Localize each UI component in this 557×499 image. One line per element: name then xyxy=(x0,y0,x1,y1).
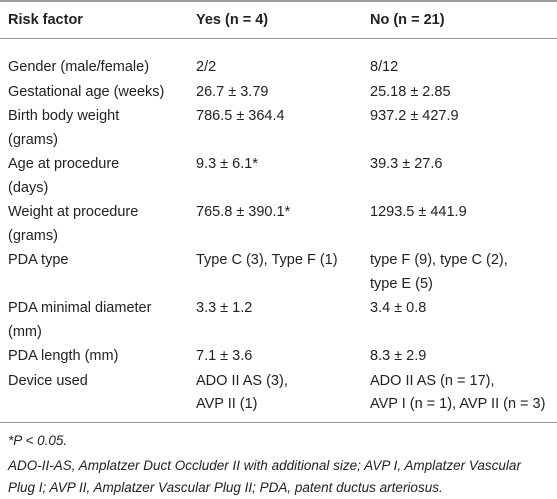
table-cell: 8/12 xyxy=(362,39,557,81)
table-row: Device used ADO II AS (3), AVP II (1) ADO I… xyxy=(0,369,557,423)
table-body: Gender (male/female) 2/2 8/12 Gestational a… xyxy=(0,39,557,423)
table-cell: Birth body weight (grams) xyxy=(0,105,188,153)
table-row: Gender (male/female) 2/2 8/12 xyxy=(0,39,557,81)
table-cell: 1293.5 ± 441.9 xyxy=(362,201,557,249)
header-row: Risk factor Yes (n = 4) No (n = 21) xyxy=(0,0,557,39)
table-row: Gestational age (weeks) 26.7 ± 3.79 25.18 … xyxy=(0,80,557,105)
cell-line: Gender (male/female) xyxy=(8,59,150,75)
cell-line: ADO II AS (3), xyxy=(196,372,288,389)
header-cell: Yes (n = 4) xyxy=(188,0,362,39)
table-cell: Age at procedure (days) xyxy=(0,153,188,201)
table-cell: Gender (male/female) xyxy=(0,39,188,81)
cell-line: 26.7 ± 3.79 xyxy=(196,83,269,100)
table-cell: ADO II AS (n = 17), AVP I (n = 1), AVP II… xyxy=(362,369,557,423)
cell-line: PDA minimal diameter xyxy=(8,300,152,316)
cell-line: (grams) xyxy=(8,131,58,148)
table-cell: 8.3 ± 2.9 xyxy=(362,345,557,370)
table-cell: ADO II AS (3), AVP II (1) xyxy=(188,369,362,423)
cell-line: 8.3 ± 2.9 xyxy=(370,348,427,364)
table-cell: PDA type xyxy=(0,249,188,297)
cell-line: (mm) xyxy=(8,323,42,340)
table-cell: 7.1 ± 3.6 xyxy=(188,345,362,370)
cell-line: PDA length (mm) xyxy=(8,348,119,364)
table-cell: 3.4 ± 0.8 xyxy=(362,297,557,345)
risk-table: Risk factor Yes (n = 4) No (n = 21) Gend… xyxy=(0,0,557,423)
table-cell: 2/2 xyxy=(188,39,362,81)
cell-line: Birth body weight xyxy=(8,108,120,124)
table-cell: 39.3 ± 27.6 xyxy=(362,153,557,201)
cell-line: 937.2 ± 427.9 xyxy=(370,108,459,124)
table-cell: 9.3 ± 6.1* xyxy=(188,153,362,201)
table-cell: 25.18 ± 2.85 xyxy=(362,80,557,105)
table-cell: type F (9), type C (2), type E (5) xyxy=(362,249,557,297)
header-cell: No (n = 21) xyxy=(362,0,557,39)
footnote: ADO-II-AS, Amplatzer Duct Occluder II wi… xyxy=(8,457,521,495)
table-row: PDA type Type C (3), Type F (1) type F (9)… xyxy=(0,249,557,297)
table-cell: 765.8 ± 390.1* xyxy=(188,201,362,249)
table-row: PDA minimal diameter (mm) 3.3 ± 1.2 3.4 ± 0… xyxy=(0,297,557,345)
cell-line: 8/12 xyxy=(370,59,399,75)
cell-line: 786.5 ± 364.4 xyxy=(196,108,285,124)
table-cell: Device used xyxy=(0,369,188,423)
table-cell: 26.7 ± 3.79 xyxy=(188,80,362,105)
cell-line: 25.18 ± 2.85 xyxy=(370,83,451,100)
cell-line: ADO II AS (n = 17), xyxy=(370,372,495,389)
table-cell: Weight at procedure (grams) xyxy=(0,201,188,249)
cell-line: 2/2 xyxy=(196,59,217,75)
cell-line: 1293.5 ± 441.9 xyxy=(370,204,467,220)
table-cell: 3.3 ± 1.2 xyxy=(188,297,362,345)
header-cell: Risk factor xyxy=(0,0,188,39)
cell-line: 3.3 ± 1.2 xyxy=(196,300,253,316)
cell-line: AVP I (n = 1), AVP II (n = 3) xyxy=(370,396,546,412)
cell-line: 7.1 ± 3.6 xyxy=(196,348,253,364)
cell-line: Device used xyxy=(8,372,88,389)
table-cell: 786.5 ± 364.4 xyxy=(188,105,362,153)
cell-line: Age at procedure xyxy=(8,156,120,172)
table-cell: PDA length (mm) xyxy=(0,345,188,370)
cell-line: 39.3 ± 27.6 xyxy=(370,156,443,172)
cell-line: PDA type xyxy=(8,252,69,268)
table-cell: Gestational age (weeks) xyxy=(0,80,188,105)
table-cell: PDA minimal diameter (mm) xyxy=(0,297,188,345)
table-row: Birth body weight (grams) 786.5 ± 364.4 937… xyxy=(0,105,557,153)
footnote: *P < 0.05. xyxy=(8,432,68,448)
table-row: PDA length (mm) 7.1 ± 3.6 8.3 ± 2.9 xyxy=(0,345,557,370)
table-cell: 937.2 ± 427.9 xyxy=(362,105,557,153)
cell-line: 3.4 ± 0.8 xyxy=(370,300,427,316)
cell-line: AVP II (1) xyxy=(196,396,258,412)
cell-line: Gestational age (weeks) xyxy=(8,83,165,100)
table-cell: Type C (3), Type F (1) xyxy=(188,249,362,297)
cell-line: (days) xyxy=(8,179,49,196)
cell-line: 765.8 ± 390.1* xyxy=(196,204,291,220)
cell-line: type F (9), type C (2), xyxy=(370,252,508,268)
cell-line: type E (5) xyxy=(370,275,433,292)
table-row: Age at procedure (days) 9.3 ± 6.1* 39.3 ± 2… xyxy=(0,153,557,201)
cell-line: Weight at procedure xyxy=(8,204,139,220)
cell-line: (grams) xyxy=(8,227,58,244)
cell-line: 9.3 ± 6.1* xyxy=(196,156,258,172)
table-row: Weight at procedure (grams) 765.8 ± 390.1*… xyxy=(0,201,557,249)
cell-line: Type C (3), Type F (1) xyxy=(196,252,338,268)
